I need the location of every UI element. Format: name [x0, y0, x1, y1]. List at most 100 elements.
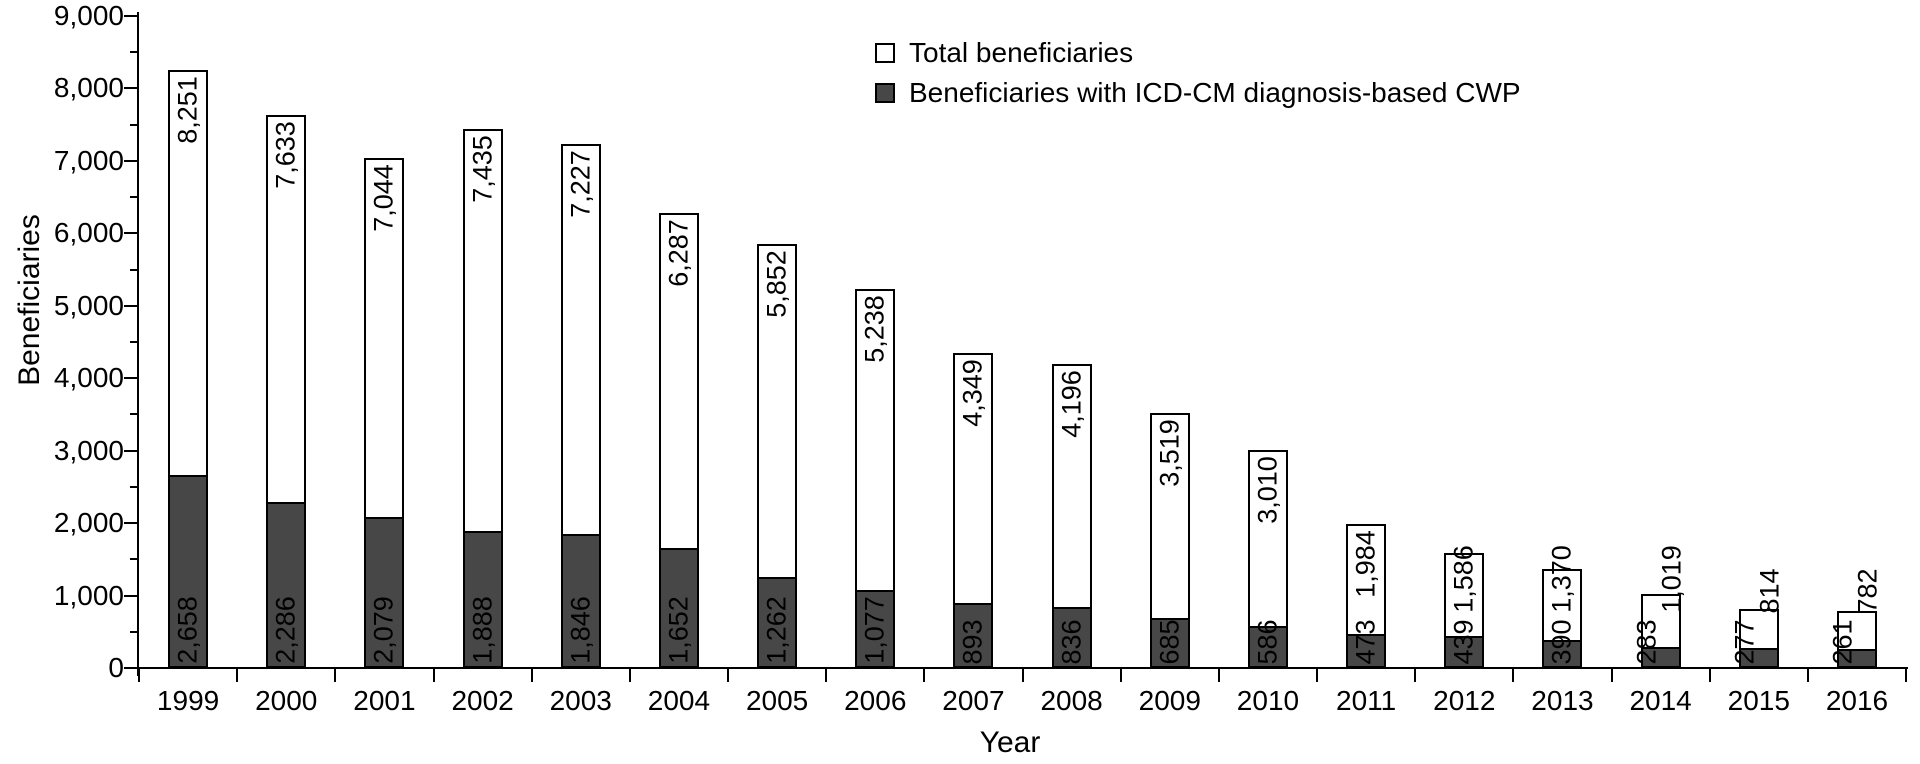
bar-cwp-2007 [953, 603, 994, 668]
bar-label-total-2011: 1,984 [1350, 530, 1381, 599]
y-axis-line [137, 12, 139, 676]
x-tick-label-2000: 2000 [255, 685, 318, 716]
y-minor-tick [130, 341, 139, 343]
x-tick [1905, 668, 1908, 682]
bar-cwp-2009 [1149, 618, 1190, 668]
bar-cwp-2012 [1444, 636, 1485, 668]
x-tick-label-2004: 2004 [647, 685, 711, 716]
x-tick-label-2001: 2001 [353, 685, 416, 716]
x-tick-label-2015: 2015 [1727, 685, 1790, 716]
bar-label-total-2006: 5,238 [859, 294, 890, 363]
x-tick-label-2008: 2008 [1040, 685, 1103, 716]
bar-cwp-2003 [560, 534, 601, 668]
y-tick-label: 4,000 [53, 362, 124, 394]
bar-cwp-2005 [757, 576, 798, 668]
x-tick [923, 668, 926, 682]
y-minor-tick [130, 196, 139, 199]
bar-label-cwp-2006: 1,077 [859, 596, 890, 664]
bar-label-total-1999: 8,251 [172, 76, 203, 145]
y-tick-label: 7,000 [53, 144, 124, 176]
x-tick [628, 668, 631, 682]
bar-label-total-2004: 6,287 [663, 218, 694, 287]
bar-label-cwp-2013: 390 [1546, 618, 1577, 665]
bar-label-total-2014: 1,019 [1656, 545, 1687, 613]
y-minor-tick [130, 413, 139, 416]
x-tick [1217, 668, 1220, 682]
bar-label-total-2000: 7,633 [270, 121, 301, 189]
bar-cwp-2010 [1247, 625, 1288, 668]
bar-label-cwp-1999: 2,658 [172, 596, 203, 664]
y-major-tick [124, 159, 139, 162]
x-tick-label-2013: 2013 [1531, 685, 1594, 716]
x-tick [1512, 668, 1515, 682]
bar-cwp-2004 [658, 548, 699, 668]
y-tick-label: 0 [108, 652, 124, 683]
legend-item-cwp: Beneficiaries with ICD-CM diagnosis-base… [875, 76, 1521, 110]
bar-label-total-2001: 7,044 [368, 163, 399, 232]
bar-cwp-2015 [1738, 647, 1779, 668]
y-tick-label: 1,000 [53, 579, 124, 611]
bar-label-total-2007: 4,349 [957, 359, 988, 427]
y-tick-label: 2,000 [53, 507, 124, 539]
bar-label-total-2003: 7,227 [565, 150, 596, 219]
y-tick-label: 9,000 [53, 0, 124, 31]
y-major-tick [124, 377, 139, 380]
x-tick [1610, 668, 1613, 682]
x-tick [1316, 668, 1319, 682]
x-tick [1021, 668, 1024, 682]
y-tick-label: 6,000 [53, 217, 124, 249]
legend-swatch-cwp-icon [875, 83, 895, 103]
x-tick [530, 668, 533, 682]
y-minor-tick [130, 268, 139, 271]
x-tick-label-2006: 2006 [844, 685, 907, 716]
x-tick [1414, 668, 1417, 682]
x-tick [236, 668, 239, 682]
bar-label-cwp-2005: 1,262 [761, 596, 792, 664]
bar-label-total-2012: 1,586 [1448, 545, 1479, 613]
y-tick-label: 5,000 [53, 289, 124, 321]
x-tick-label-2011: 2011 [1336, 685, 1397, 716]
bar-label-cwp-2000: 2,286 [270, 596, 301, 664]
legend-label-total: Total beneficiaries [909, 37, 1134, 68]
x-tick-label-1999: 1999 [156, 685, 220, 716]
bar-label-total-2010: 3,010 [1252, 456, 1283, 524]
legend-label-cwp: Beneficiaries with ICD-CM diagnosis-base… [909, 77, 1521, 108]
bar-cwp-2014 [1640, 647, 1681, 668]
x-tick-label-2016: 2016 [1825, 685, 1889, 716]
bar-label-cwp-2009: 685 [1154, 618, 1185, 665]
y-minor-tick [130, 51, 139, 54]
y-major-tick [124, 667, 139, 669]
bar-label-cwp-2008: 836 [1056, 618, 1087, 665]
x-tick [1806, 668, 1809, 682]
y-minor-tick [130, 558, 139, 561]
bar-label-cwp-2010: 586 [1252, 618, 1283, 665]
x-tick-label-2003: 2003 [549, 685, 612, 716]
bar-cwp-2001 [364, 517, 405, 668]
legend-swatch-total-icon [875, 43, 895, 63]
y-minor-tick [130, 123, 139, 126]
x-tick-label-2005: 2005 [745, 685, 809, 716]
bar-cwp-2011 [1346, 633, 1387, 668]
bar-label-total-2008: 4,196 [1056, 370, 1087, 438]
bar-cwp-2008 [1051, 607, 1092, 668]
bar-label-cwp-2014: 283 [1631, 618, 1662, 665]
y-major-tick [124, 15, 139, 17]
x-tick-label-2014: 2014 [1629, 685, 1692, 716]
x-tick [1708, 668, 1711, 682]
y-major-tick [124, 449, 139, 452]
y-tick-label: 8,000 [53, 72, 124, 104]
bar-label-total-2015: 814 [1754, 567, 1785, 614]
x-tick-label-2007: 2007 [942, 685, 1005, 716]
bar-label-cwp-2004: 1,652 [663, 596, 694, 664]
bar-label-cwp-2012: 439 [1448, 618, 1479, 665]
x-tick [727, 668, 730, 682]
y-tick-label: 3,000 [53, 434, 124, 466]
bar-cwp-2016 [1836, 649, 1877, 668]
bar-cwp-2002 [462, 531, 503, 668]
x-tick-label-2012: 2012 [1433, 685, 1496, 716]
y-major-tick [124, 522, 139, 525]
bar-cwp-2000 [266, 502, 307, 668]
x-tick [334, 668, 337, 682]
bar-label-total-2005: 5,852 [761, 250, 792, 318]
